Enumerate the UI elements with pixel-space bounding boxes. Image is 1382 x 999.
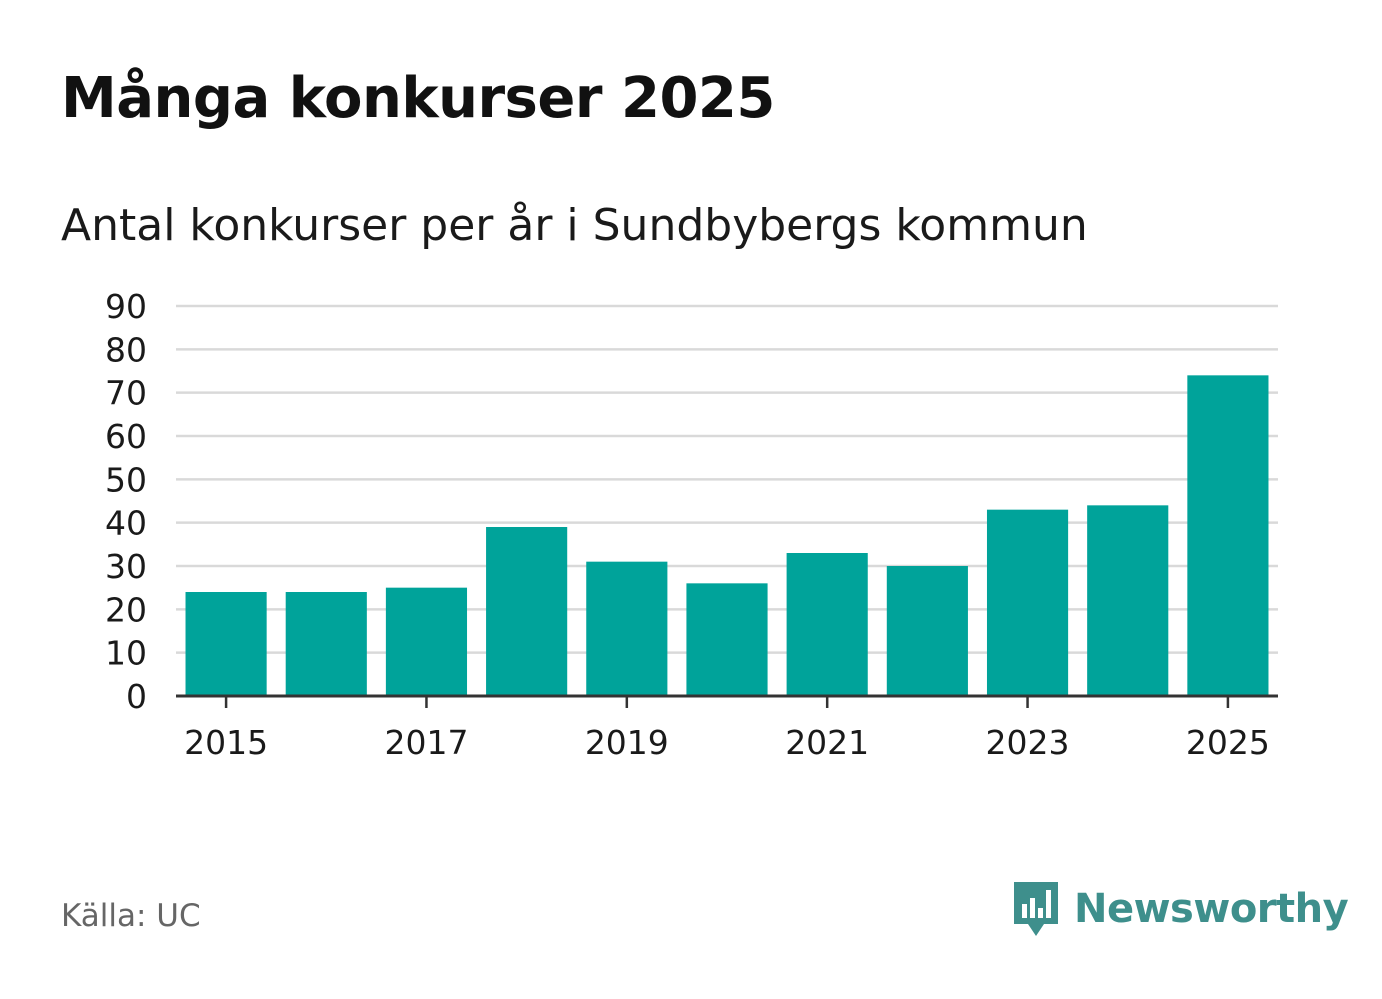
- y-tick-label-90: 90: [105, 287, 147, 326]
- chart-title: Många konkurser 2025: [61, 66, 775, 131]
- x-tick-label-2023: 2023: [986, 723, 1070, 762]
- x-tick-label-2017: 2017: [384, 723, 468, 762]
- x-tick-label-2019: 2019: [585, 723, 669, 762]
- y-tick-label-0: 0: [126, 677, 147, 716]
- bar-2022: [886, 566, 968, 696]
- bar-2021: [786, 553, 868, 696]
- y-tick-label-80: 80: [105, 330, 147, 369]
- chart-subtitle: Antal konkurser per år i Sundbybergs kom…: [61, 200, 1088, 251]
- x-tick-label-2021: 2021: [785, 723, 869, 762]
- y-tick-label-70: 70: [105, 374, 147, 413]
- x-axis: [176, 694, 1278, 708]
- bar-2023: [986, 509, 1069, 696]
- bar-2018: [486, 527, 568, 696]
- y-axis-tick-labels: 0 10 20 30 40 50 60 70 80 90: [105, 287, 147, 716]
- x-tick-label-2025: 2025: [1186, 723, 1270, 762]
- x-axis-tick-labels: 2015 2017 2019 2021 2023 2025: [184, 723, 1270, 762]
- newsworthy-logo: Newsworthy: [1010, 878, 1349, 940]
- newsworthy-logo-text: Newsworthy: [1074, 886, 1349, 932]
- bar-2020: [686, 583, 768, 696]
- bar-2015: [185, 592, 267, 696]
- bar-2019: [586, 561, 668, 696]
- bar-2016: [285, 592, 367, 696]
- newsworthy-logo-icon: [1014, 882, 1058, 936]
- x-tick-label-2015: 2015: [184, 723, 268, 762]
- source-note: Källa: UC: [61, 898, 201, 934]
- bar-2025: [1187, 375, 1269, 696]
- y-tick-label-40: 40: [105, 504, 147, 543]
- y-tick-label-30: 30: [105, 547, 147, 586]
- y-tick-label-50: 50: [105, 460, 147, 499]
- bar-2017: [385, 587, 468, 696]
- y-tick-label-10: 10: [105, 634, 147, 673]
- y-tick-label-60: 60: [105, 417, 147, 456]
- bars: [185, 375, 1269, 696]
- bar-2024: [1087, 505, 1169, 696]
- y-tick-label-20: 20: [105, 590, 147, 629]
